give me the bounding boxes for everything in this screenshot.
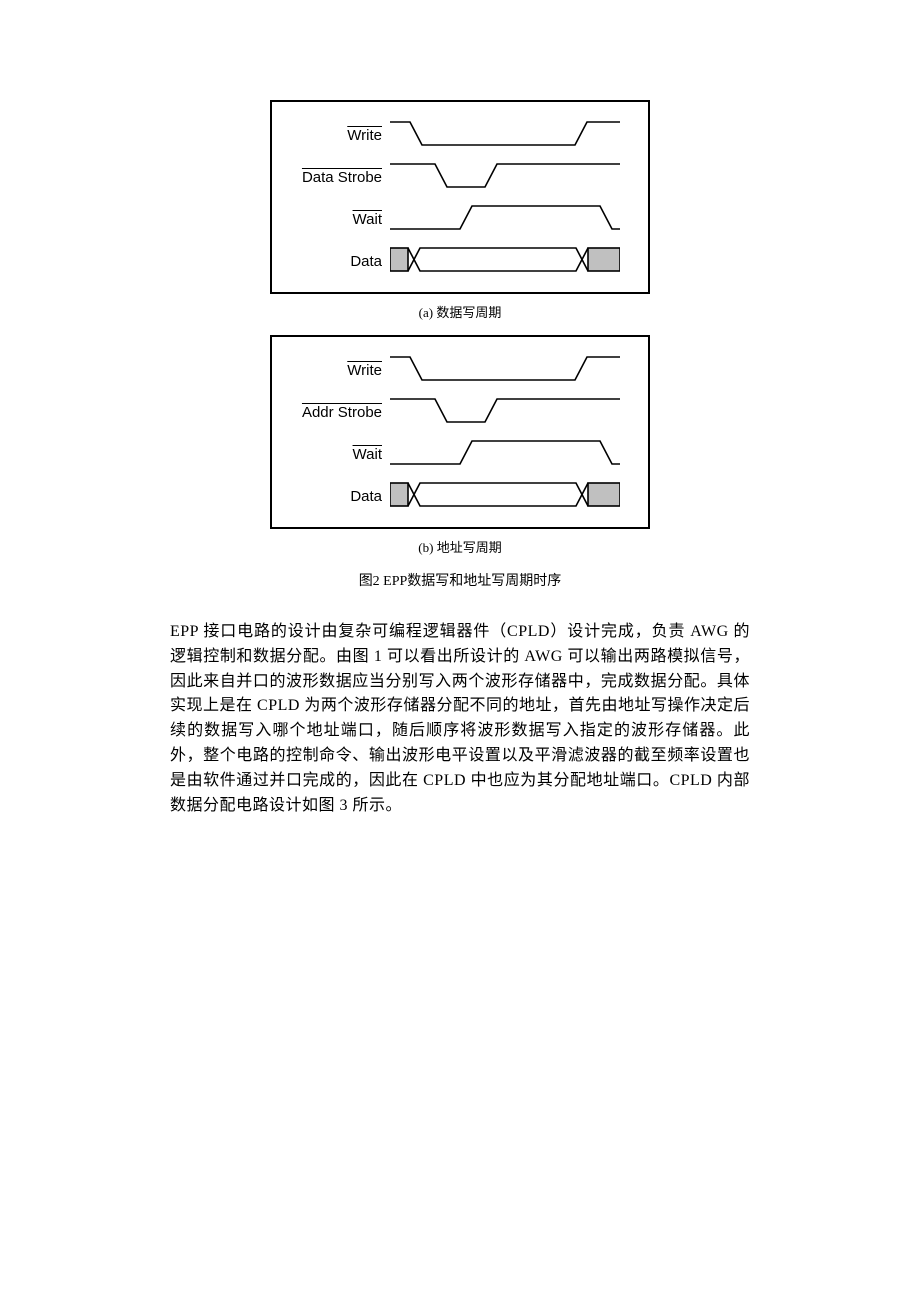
subcaption-a: (a) 数据写周期 bbox=[270, 302, 650, 321]
signal-label: Write bbox=[286, 127, 390, 144]
waveform bbox=[390, 243, 634, 279]
signal-label: Addr Strobe bbox=[286, 404, 390, 421]
signal-label: Wait bbox=[286, 211, 390, 228]
signal-row: Addr Strobe bbox=[286, 391, 634, 433]
body-paragraph: EPP 接口电路的设计由复杂可编程逻辑器件（CPLD）设计完成，负责 AWG 的… bbox=[170, 620, 750, 818]
waveform bbox=[390, 352, 634, 388]
waveform bbox=[390, 159, 634, 195]
signal-label: Wait bbox=[286, 446, 390, 463]
signal-label: Data Strobe bbox=[286, 169, 390, 186]
signal-label: Data bbox=[286, 488, 390, 505]
document-page: Write Data Strobe Wait Data (a) 数据写周期 Write… bbox=[0, 0, 920, 894]
diagram-b-rows: Write Addr Strobe Wait Data bbox=[286, 349, 634, 517]
signal-row: Data bbox=[286, 475, 634, 517]
signal-row: Write bbox=[286, 114, 634, 156]
waveform bbox=[390, 117, 634, 153]
signal-row: Wait bbox=[286, 433, 634, 475]
signal-row: Write bbox=[286, 349, 634, 391]
signal-label: Data bbox=[286, 253, 390, 270]
timing-diagram-b: Write Addr Strobe Wait Data bbox=[270, 335, 650, 529]
signal-row: Data Strobe bbox=[286, 156, 634, 198]
waveform bbox=[390, 478, 634, 514]
waveform bbox=[390, 201, 634, 237]
signal-label: Write bbox=[286, 362, 390, 379]
waveform bbox=[390, 394, 634, 430]
waveform bbox=[390, 436, 634, 472]
signal-row: Wait bbox=[286, 198, 634, 240]
subcaption-b: (b) 地址写周期 bbox=[270, 537, 650, 556]
figure-2-container: Write Data Strobe Wait Data (a) 数据写周期 Write… bbox=[270, 100, 650, 590]
signal-row: Data bbox=[286, 240, 634, 282]
timing-diagram-a: Write Data Strobe Wait Data bbox=[270, 100, 650, 294]
diagram-a-rows: Write Data Strobe Wait Data bbox=[286, 114, 634, 282]
figure-caption: 图2 EPP数据写和地址写周期时序 bbox=[270, 570, 650, 590]
